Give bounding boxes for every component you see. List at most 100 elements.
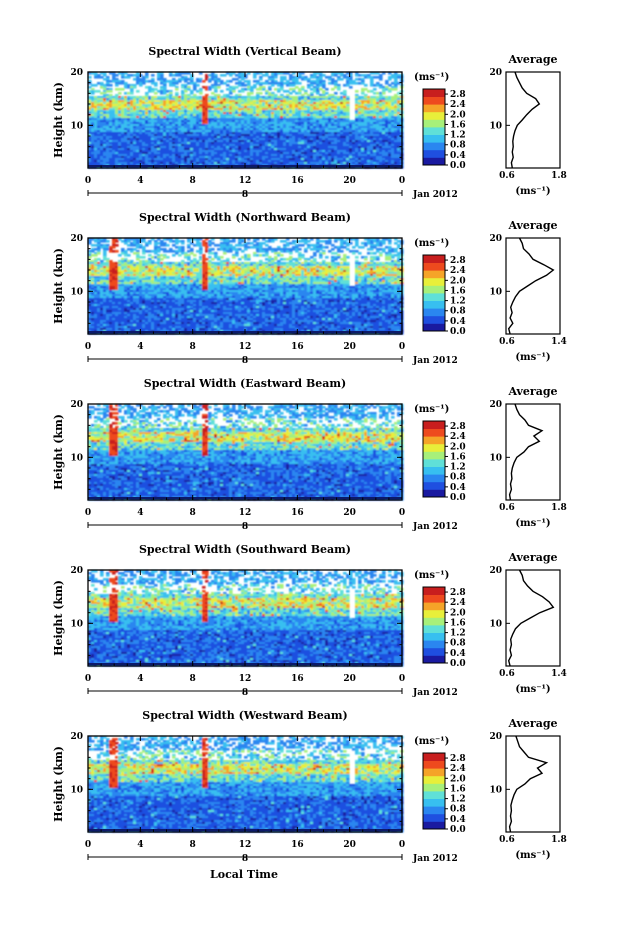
profile-y-tick-label: 20	[489, 732, 502, 742]
profile-line	[508, 735, 549, 833]
x-tick-label: 0	[399, 176, 405, 186]
colorbar-frame	[422, 586, 446, 664]
colorbar-tick-label: 0.8	[450, 805, 466, 815]
colorbar-tick-label: 1.2	[450, 629, 466, 639]
colorbar-swatch	[423, 300, 445, 309]
date-marker: 8	[242, 854, 248, 864]
profile-x-tick-label: 1.8	[551, 835, 567, 845]
panel-title: Spectral Width (Eastward Beam)	[144, 377, 346, 390]
x-tick-label: 0	[399, 840, 405, 850]
heatmap-field	[88, 72, 404, 169]
colorbar-unit: (ms⁻¹)	[414, 404, 449, 415]
profile-x-tick-label: 1.8	[551, 503, 567, 513]
profile-frame	[505, 569, 561, 667]
colorbar-swatch	[423, 315, 445, 324]
x-tick-label: 0	[85, 674, 91, 684]
beam-panel-0: Spectral Width (Vertical Beam) 0 4 8 12 16 20 0…	[52, 45, 567, 200]
y-axis-label: Height (km)	[52, 746, 65, 822]
colorbar-unit: (ms⁻¹)	[414, 570, 449, 581]
profile-title: Average	[507, 385, 557, 398]
colorbar-swatch	[423, 142, 445, 151]
colorbar-unit: (ms⁻¹)	[414, 72, 449, 83]
profile-title: Average	[507, 53, 557, 66]
y-tick-label: 10	[70, 453, 83, 463]
profile-title: Average	[507, 717, 557, 730]
x-tick-label: 4	[137, 342, 143, 352]
colorbar-tick-label: 2.0	[450, 276, 466, 286]
colorbar-tick-label: 2.8	[450, 588, 466, 598]
beam-panel-2: Spectral Width (Eastward Beam) 0 4 8 12 16 20 0…	[52, 377, 567, 532]
colorbar-tick-label: 2.0	[450, 774, 466, 784]
y-tick-label: 20	[70, 400, 83, 410]
heatmap-field	[88, 238, 404, 335]
colorbar-swatch	[423, 640, 445, 649]
x-tick-label: 12	[239, 840, 252, 850]
profile-y-tick-label: 20	[489, 400, 502, 410]
x-tick-label: 12	[239, 342, 252, 352]
x-tick-label: 20	[343, 840, 356, 850]
date-label: Jan 2012	[412, 854, 458, 864]
y-tick-label: 10	[70, 619, 83, 629]
colorbar-swatch	[423, 775, 445, 784]
profile-x-tick-label: 0.6	[499, 669, 515, 679]
colorbar-tick-label: 2.4	[450, 100, 466, 110]
colorbar-tick-label: 0.4	[450, 815, 466, 825]
x-tick-label: 0	[399, 674, 405, 684]
colorbar-swatch	[423, 451, 445, 460]
x-tick-label: 12	[239, 674, 252, 684]
x-tick-label: 0	[85, 508, 91, 518]
profile-title: Average	[507, 551, 557, 564]
colorbar-frame	[422, 88, 446, 166]
colorbar-swatch	[423, 436, 445, 445]
panel-title: Spectral Width (Southward Beam)	[139, 543, 351, 556]
x-tick-label: 12	[239, 176, 252, 186]
profile-line	[507, 237, 555, 335]
colorbar-swatch	[423, 421, 445, 429]
date-label: Jan 2012	[412, 522, 458, 532]
x-tick-label: 8	[190, 176, 196, 186]
colorbar-swatch	[423, 617, 445, 626]
colorbar-swatch	[423, 443, 445, 452]
colorbar-swatch	[423, 760, 445, 769]
x-tick-label: 16	[291, 674, 304, 684]
colorbar-tick-label: 1.6	[450, 618, 466, 628]
colorbar-swatch	[423, 157, 445, 166]
date-marker: 8	[242, 688, 248, 698]
profile-xlabel: (ms⁻¹)	[515, 850, 550, 861]
x-tick-label: 4	[137, 674, 143, 684]
x-tick-label: 16	[291, 342, 304, 352]
colorbar-tick-label: 0.0	[450, 659, 466, 669]
profile-x-tick-label: 0.6	[499, 171, 515, 181]
profile-xlabel: (ms⁻¹)	[515, 684, 550, 695]
colorbar-tick-label: 2.4	[450, 266, 466, 276]
colorbar-tick-label: 1.2	[450, 131, 466, 141]
profile-x-tick-label: 1.8	[551, 171, 567, 181]
colorbar-swatch	[423, 119, 445, 128]
colorbar-tick-label: 2.4	[450, 764, 466, 774]
x-tick-label: 20	[343, 674, 356, 684]
colorbar-swatch	[423, 753, 445, 761]
profile-y-tick-label: 20	[489, 68, 502, 78]
profile-y-tick-label: 10	[489, 785, 502, 795]
x-tick-label: 0	[399, 508, 405, 518]
profile-x-tick-label: 0.6	[499, 337, 515, 347]
colorbar-tick-label: 0.0	[450, 161, 466, 171]
colorbar-tick-label: 2.8	[450, 754, 466, 764]
colorbar-swatch	[423, 308, 445, 317]
x-tick-label: 0	[85, 840, 91, 850]
colorbar-tick-label: 0.0	[450, 327, 466, 337]
profile-xlabel: (ms⁻¹)	[515, 186, 550, 197]
colorbar-swatch	[423, 459, 445, 467]
heatmap-field	[88, 736, 404, 833]
x-tick-label: 4	[137, 508, 143, 518]
colorbar-swatch	[423, 149, 445, 158]
colorbar-swatch	[423, 277, 445, 286]
colorbar-unit: (ms⁻¹)	[414, 238, 449, 249]
colorbar-swatch	[423, 625, 445, 633]
colorbar-swatch	[423, 466, 445, 475]
y-tick-label: 10	[70, 287, 83, 297]
colorbar-tick-label: 2.8	[450, 422, 466, 432]
profile-x-tick-label: 1.4	[551, 669, 567, 679]
profile-y-tick-label: 20	[489, 234, 502, 244]
y-tick-label: 20	[70, 732, 83, 742]
